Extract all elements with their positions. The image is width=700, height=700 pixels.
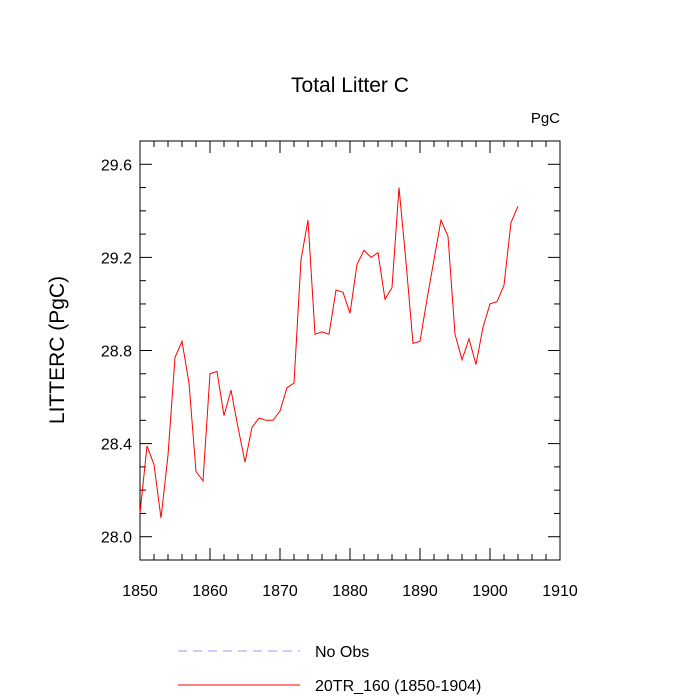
- legend-label: 20TR_160 (1850-1904): [315, 678, 481, 695]
- y-tick-label: 29.6: [101, 157, 132, 174]
- y-tick-label: 28.0: [101, 530, 132, 547]
- series-line: [139, 187, 519, 519]
- x-tick-label: 1890: [402, 583, 438, 600]
- units-label: PgC: [531, 110, 560, 127]
- chart-title: Total Litter C: [291, 74, 409, 97]
- x-tick-label: 1910: [542, 583, 578, 600]
- y-tick-label: 28.4: [101, 437, 132, 454]
- y-axis-label: LITTERC (PgC): [46, 276, 69, 424]
- x-tick-label: 1860: [192, 583, 228, 600]
- series-lines: [139, 187, 519, 519]
- legend: No Obs 20TR_160 (1850-1904): [178, 644, 481, 695]
- x-tick-label: 1900: [472, 583, 508, 600]
- x-tick-label: 1850: [122, 583, 158, 600]
- y-tick-label: 28.8: [101, 344, 132, 361]
- x-tick-label: 1870: [262, 583, 298, 600]
- plot-frame: [139, 140, 561, 561]
- axis-ticks: [139, 140, 561, 561]
- y-tick-label: 29.2: [101, 250, 132, 267]
- axis-tick-labels: 1850 1860 1870 1880 1890 1900 1910 28.0 28.4 28.8…: [101, 157, 578, 600]
- legend-label: No Obs: [315, 644, 369, 661]
- x-tick-label: 1880: [332, 583, 368, 600]
